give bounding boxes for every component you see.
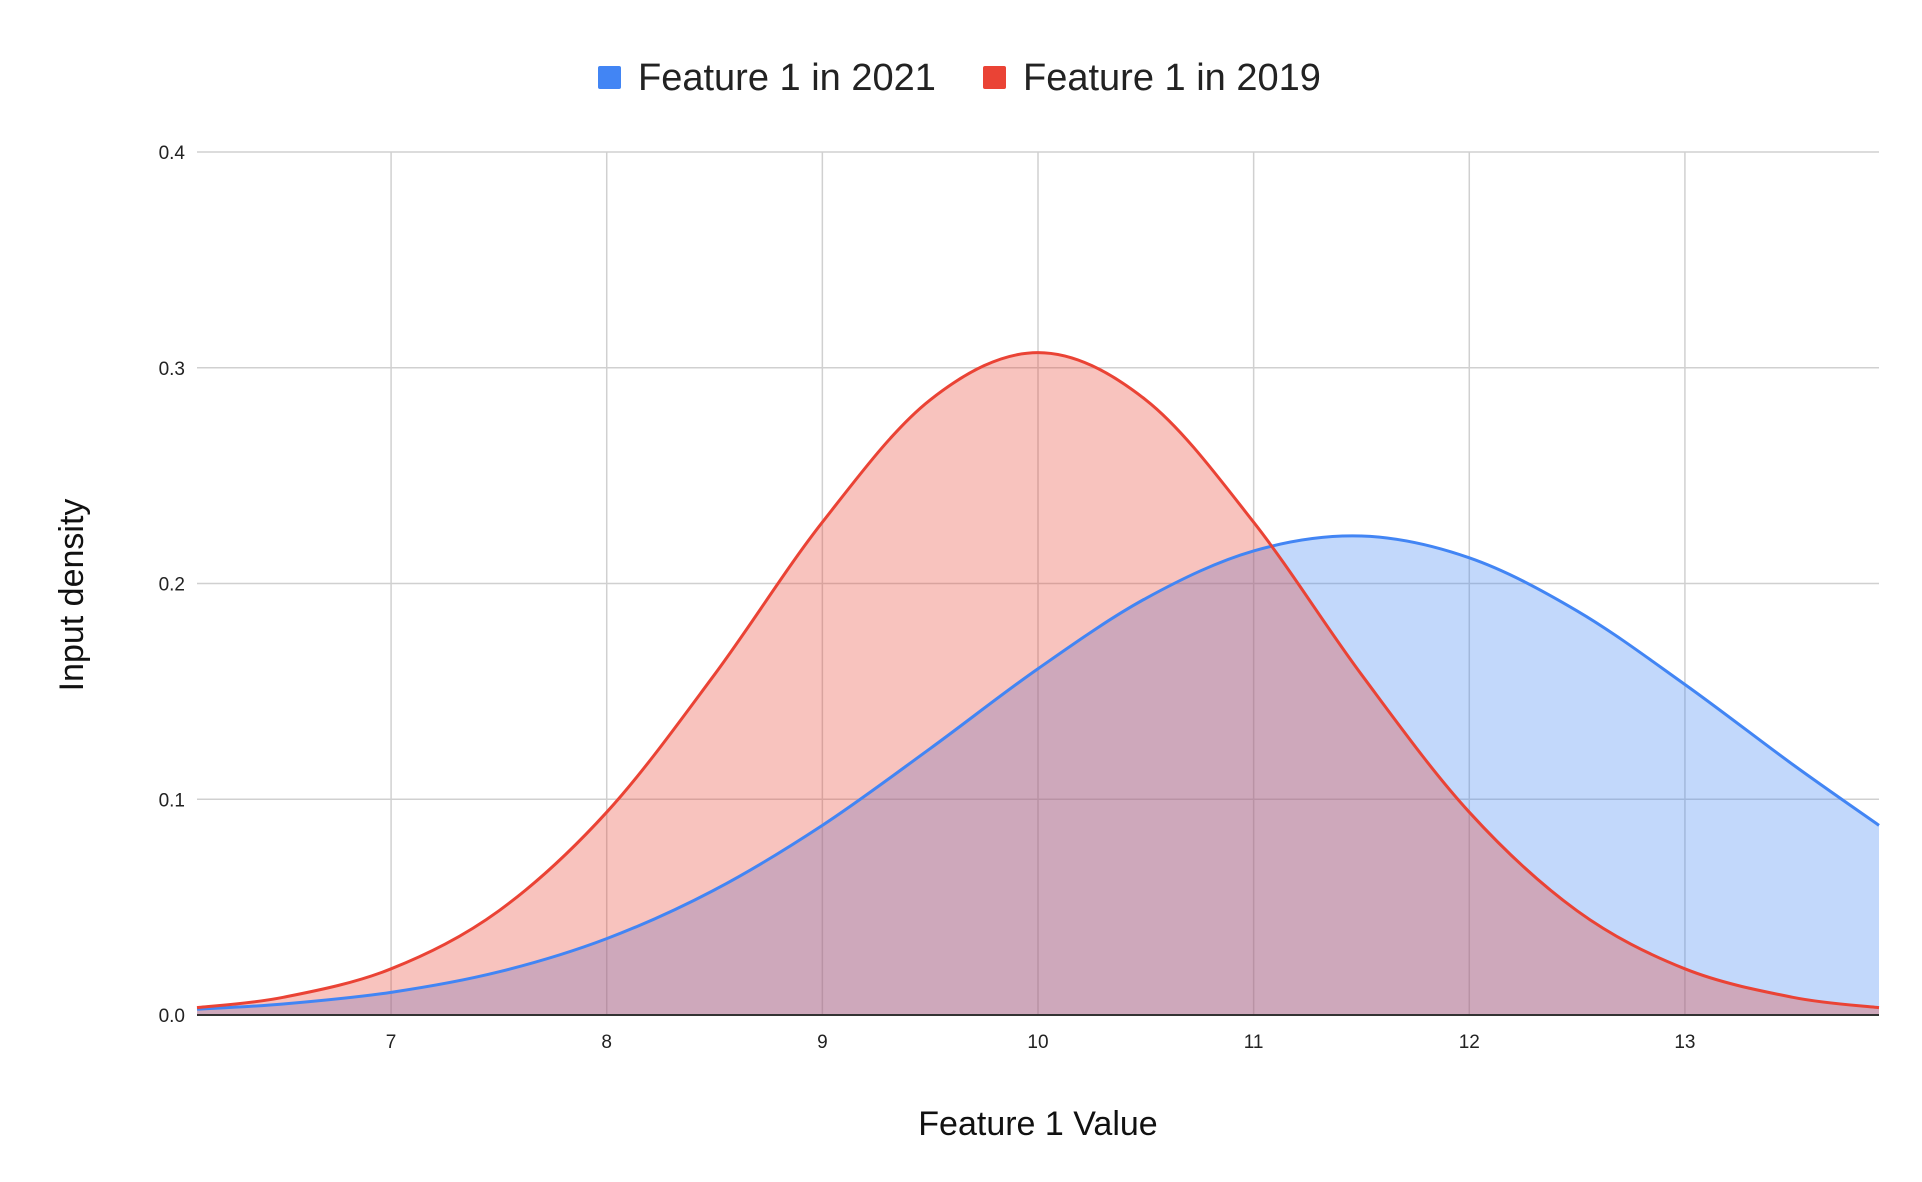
y-tick-label: 0.2	[159, 575, 185, 596]
x-axis-title: Feature 1 Value	[918, 1105, 1157, 1143]
series-areas	[196, 351, 1880, 1016]
legend-label-2021: Feature 1 in 2021	[638, 57, 936, 99]
x-tick-label: 13	[1674, 1032, 1695, 1053]
area-fill-2019	[197, 352, 1879, 1016]
x-tick-label: 10	[1027, 1032, 1048, 1053]
legend-label-2019: Feature 1 in 2019	[1023, 57, 1321, 99]
area-fill-2021	[197, 535, 1879, 1015]
x-tick-label: 7	[386, 1032, 397, 1053]
y-tick-label: 0.0	[159, 1006, 185, 1027]
y-tick-label: 0.3	[159, 359, 185, 380]
x-tick-label: 9	[817, 1032, 828, 1053]
x-tick-label: 12	[1459, 1032, 1480, 1053]
y-tick-label: 0.1	[159, 790, 185, 811]
legend-swatch-2019	[983, 66, 1006, 89]
series-line-2019	[196, 351, 1880, 1010]
x-tick-label: 11	[1244, 1032, 1264, 1053]
y-tick-label: 0.4	[159, 143, 186, 164]
tick-labels: 0.0 0.1 0.2 0.3 0.4 7 8 9 10 11 12 13	[159, 143, 1696, 1053]
gridlines	[197, 151, 1879, 1015]
legend: Feature 1 in 2021 Feature 1 in 2019	[598, 57, 1321, 99]
x-tick-label: 8	[601, 1032, 612, 1053]
series-line-2021	[196, 534, 1880, 1011]
y-axis-title: Input density	[53, 499, 91, 692]
legend-swatch-2021	[598, 66, 621, 89]
